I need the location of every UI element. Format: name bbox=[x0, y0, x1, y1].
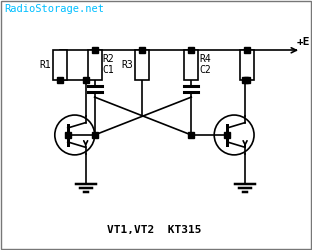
Text: C2: C2 bbox=[199, 65, 211, 75]
Text: C1: C1 bbox=[103, 65, 114, 75]
Bar bbox=[240, 50, 254, 80]
Text: R1: R1 bbox=[39, 60, 51, 70]
Text: R3: R3 bbox=[122, 60, 134, 70]
Bar bbox=[88, 50, 102, 80]
Bar bbox=[53, 50, 67, 80]
Text: VT1,VT2  KT315: VT1,VT2 KT315 bbox=[107, 224, 202, 234]
Text: R2: R2 bbox=[103, 54, 114, 64]
Bar bbox=[136, 50, 149, 80]
Text: R4: R4 bbox=[199, 54, 211, 64]
Text: RadioStorage.net: RadioStorage.net bbox=[4, 4, 104, 15]
Bar bbox=[184, 50, 198, 80]
Text: +E: +E bbox=[297, 37, 310, 47]
